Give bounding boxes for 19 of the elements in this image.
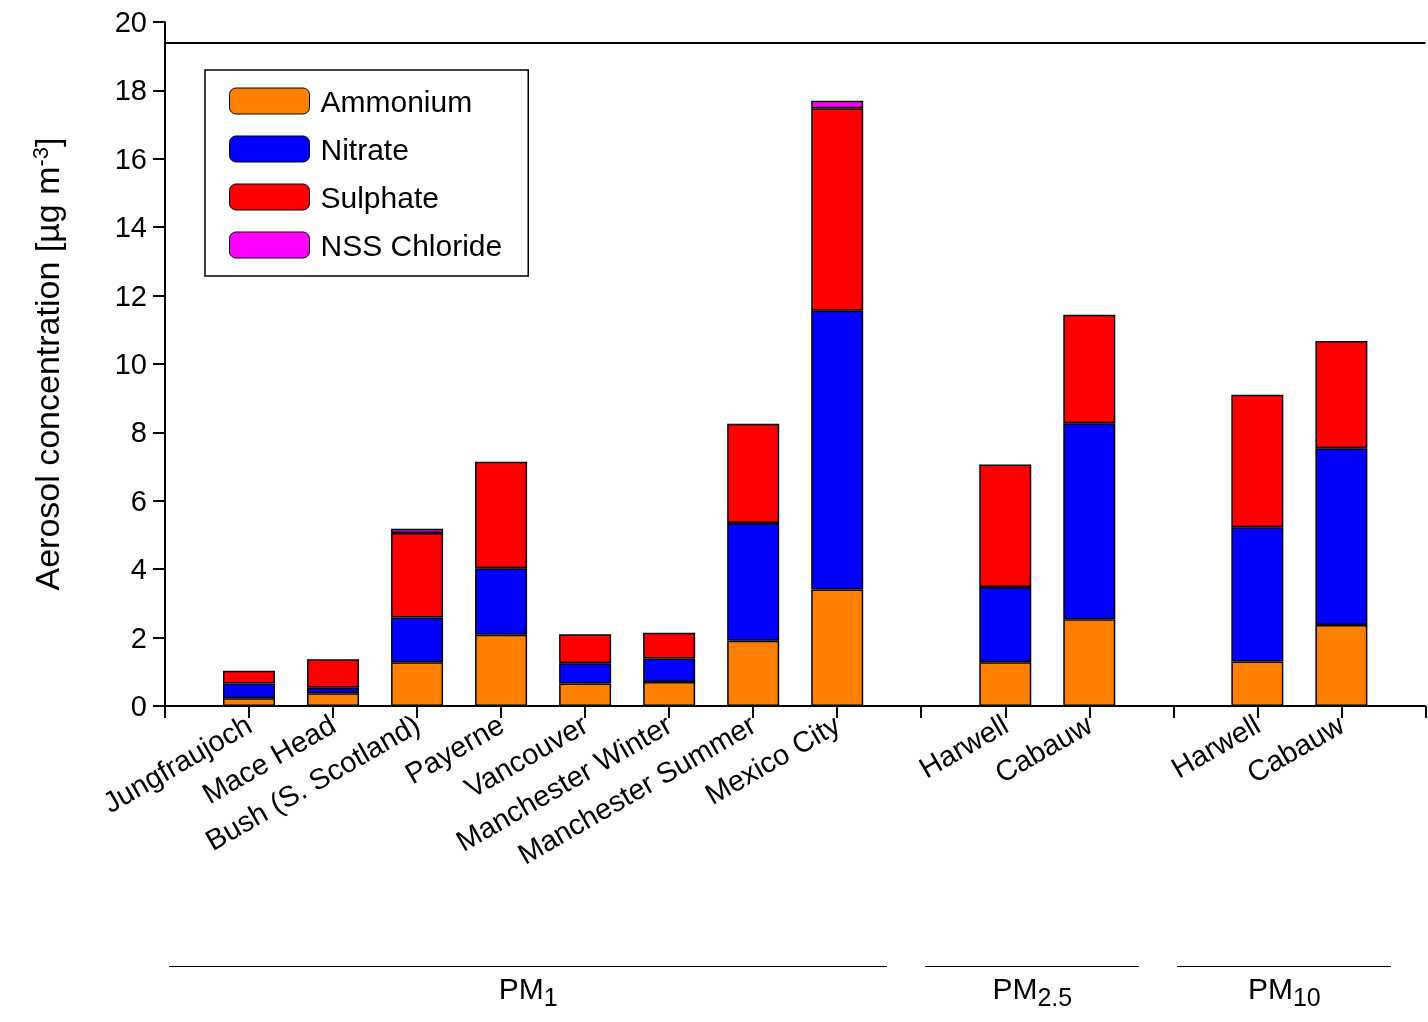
legend-label: Ammonium (320, 84, 473, 118)
y-tick-label: 0 (130, 690, 147, 722)
y-tick-label: 20 (114, 6, 147, 38)
y-tick-label: 10 (114, 348, 147, 380)
y-axis-title: Aerosol concentration [µg m-3] (27, 137, 66, 591)
y-tick-label: 6 (130, 484, 147, 517)
y-tick-label: 14 (114, 211, 147, 244)
y-tick-label: 12 (114, 279, 147, 312)
y-tick-label: 8 (130, 416, 147, 449)
legend-label: Sulphate (320, 180, 439, 214)
y-tick-label: 4 (130, 553, 147, 586)
y-tick-label: 2 (130, 621, 147, 654)
y-tick-label: 16 (114, 142, 147, 175)
y-tick-label: 18 (114, 74, 147, 107)
text: PM$_{2.5}$ (992, 972, 1073, 1012)
text: PM$_{1}$ (498, 972, 558, 1012)
legend-label: Nitrate (320, 132, 409, 166)
text: PM$_{10}$ (1247, 972, 1321, 1012)
legend-label: NSS Chloride (320, 228, 503, 262)
